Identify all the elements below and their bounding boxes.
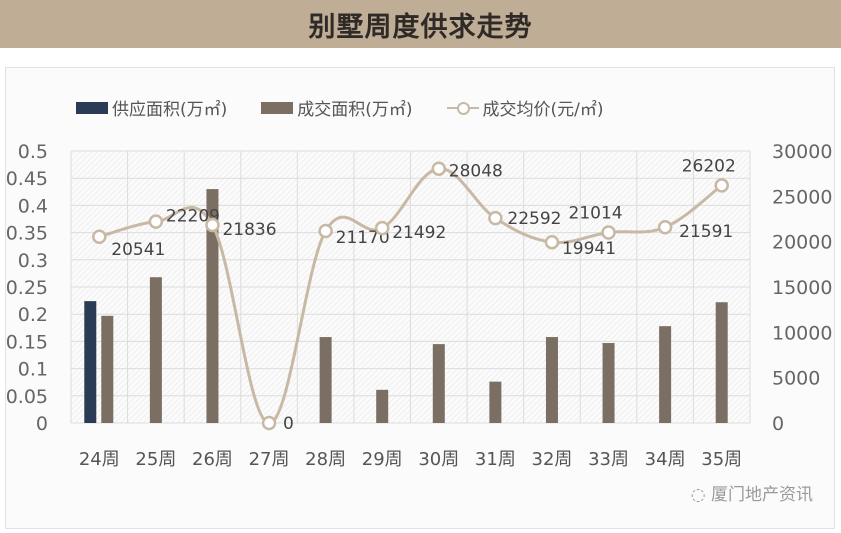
x-category-label: 29周 bbox=[362, 449, 403, 470]
x-category-label: 31周 bbox=[475, 449, 516, 470]
y-left-tick: 0.3 bbox=[18, 250, 48, 272]
price-line-marker-icon bbox=[446, 101, 479, 115]
price-marker bbox=[318, 223, 333, 239]
watermark: ◌ 厦门地产资讯 bbox=[691, 480, 813, 505]
legend-supply: 供应面积(万㎡) bbox=[76, 95, 227, 120]
deal-bar bbox=[489, 381, 502, 423]
price-data-label: 19941 bbox=[562, 239, 616, 259]
deal-bar bbox=[545, 337, 558, 423]
x-category-label: 32周 bbox=[532, 449, 573, 470]
legend-price-label: 成交均价(元/㎡) bbox=[482, 100, 604, 120]
price-marker bbox=[657, 219, 673, 235]
legend-deal: 成交面积(万㎡) bbox=[261, 95, 413, 120]
legend: 供应面积(万㎡) 成交面积(万㎡) 成交均价(元/㎡) bbox=[76, 95, 604, 120]
x-category-label: 33周 bbox=[588, 449, 629, 470]
price-data-label: 21591 bbox=[679, 222, 733, 242]
y-left-tick: 0.1 bbox=[18, 359, 48, 381]
y-left-tick: 0.4 bbox=[18, 195, 48, 217]
deal-bar bbox=[602, 343, 615, 423]
x-category-label: 34周 bbox=[645, 449, 686, 470]
deal-bar bbox=[715, 302, 728, 423]
x-category-label: 27周 bbox=[249, 449, 290, 470]
deal-bar bbox=[659, 326, 672, 423]
y-left-tick: 0.35 bbox=[6, 223, 48, 245]
deal-swatch-icon bbox=[261, 101, 294, 114]
y-left-tick: 0.45 bbox=[6, 168, 48, 190]
legend-supply-label: 供应面积(万㎡) bbox=[112, 100, 228, 120]
y-right-tick: 30000 bbox=[772, 141, 832, 163]
price-data-label: 28048 bbox=[449, 162, 503, 182]
price-marker bbox=[714, 178, 729, 193]
price-data-label: 21492 bbox=[392, 223, 446, 243]
chart-title: 别墅周度供求走势 bbox=[308, 11, 533, 43]
price-data-label: 21836 bbox=[222, 220, 276, 240]
price-data-label: 21170 bbox=[336, 228, 390, 248]
price-data-label: 26202 bbox=[682, 156, 736, 176]
price-data-label: 20541 bbox=[111, 240, 165, 260]
price-marker bbox=[374, 220, 390, 236]
x-category-label: 24周 bbox=[79, 449, 120, 470]
x-category-label: 26周 bbox=[192, 449, 233, 470]
y-left-tick: 0.5 bbox=[18, 141, 48, 163]
y-right-tick: 15000 bbox=[772, 277, 832, 299]
y-left-tick: 0.2 bbox=[18, 304, 48, 326]
price-marker bbox=[431, 161, 447, 176]
price-marker bbox=[261, 415, 277, 431]
wechat-icon: ◌ bbox=[690, 485, 711, 505]
deal-bar bbox=[206, 189, 219, 423]
y-right-tick: 5000 bbox=[772, 368, 820, 390]
x-category-label: 35周 bbox=[701, 449, 742, 470]
y-right-tick: 0 bbox=[772, 413, 784, 435]
deal-bar bbox=[101, 315, 114, 423]
deal-bar bbox=[376, 389, 389, 423]
legend-price: 成交均价(元/㎡) bbox=[446, 95, 604, 120]
x-category-label: 30周 bbox=[418, 449, 459, 470]
deal-bar bbox=[149, 277, 162, 423]
x-category-label: 28周 bbox=[305, 449, 346, 470]
price-data-label: 21014 bbox=[569, 203, 623, 223]
price-marker bbox=[488, 210, 503, 226]
y-right-tick: 20000 bbox=[772, 232, 832, 254]
supply-swatch-icon bbox=[76, 101, 108, 114]
title-bar: 别墅周度供求走势 bbox=[0, 0, 841, 48]
y-left-tick: 0.25 bbox=[6, 277, 48, 299]
price-marker bbox=[601, 225, 616, 240]
deal-bar bbox=[432, 344, 445, 423]
y-right-tick: 10000 bbox=[772, 322, 832, 344]
price-marker bbox=[544, 234, 560, 250]
y-left-tick: 0.15 bbox=[6, 331, 48, 353]
x-category-label: 25周 bbox=[135, 449, 176, 470]
price-marker bbox=[205, 217, 220, 233]
deal-bar bbox=[319, 337, 332, 423]
price-marker bbox=[92, 229, 107, 245]
y-left-tick: 0 bbox=[36, 413, 48, 435]
price-marker bbox=[148, 214, 164, 229]
legend-deal-label: 成交面积(万㎡) bbox=[297, 100, 413, 120]
y-right-tick: 25000 bbox=[772, 186, 832, 208]
watermark-text: 厦门地产资讯 bbox=[711, 485, 813, 505]
supply-bar bbox=[84, 301, 97, 423]
price-data-label: 22592 bbox=[507, 209, 561, 229]
price-data-label: 0 bbox=[283, 414, 294, 434]
y-left-tick: 0.05 bbox=[6, 386, 48, 408]
